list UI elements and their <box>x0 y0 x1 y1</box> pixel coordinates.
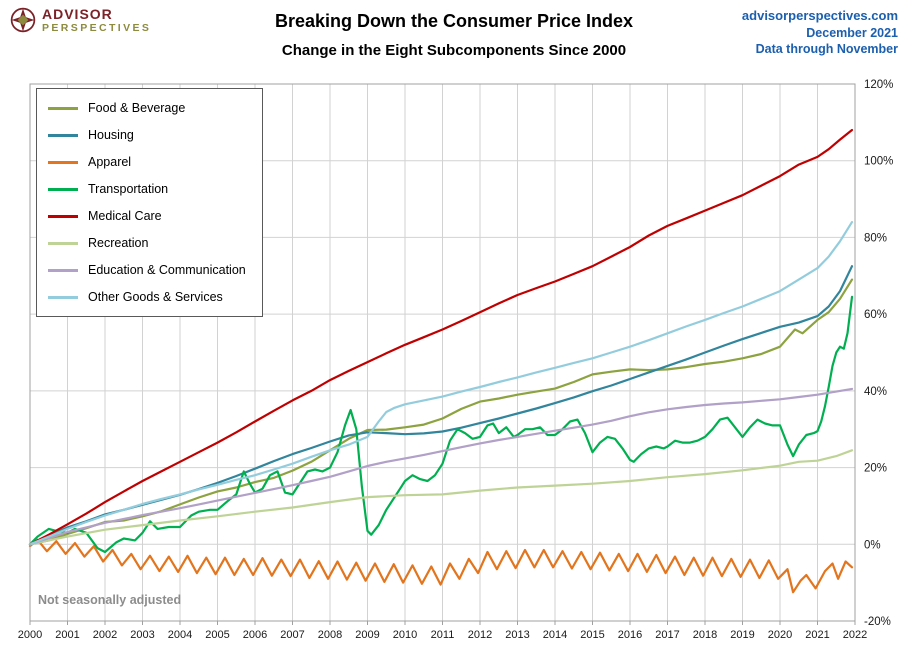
x-tick-label: 2014 <box>543 629 567 641</box>
y-axis-labels: 120% 100% 80% 60% 40% 20% 0% -20% <box>864 79 893 628</box>
y-tick-label: 0% <box>864 539 881 551</box>
brand-logo: ADVISOR PERSPECTIVES <box>10 6 210 35</box>
x-tick-label: 2008 <box>318 629 342 641</box>
legend-item-apparel: Apparel <box>48 153 246 171</box>
legend-item-education-communication: Education & Communication <box>48 261 246 279</box>
source-date: December 2021 <box>806 25 898 40</box>
brand-text: ADVISOR PERSPECTIVES <box>42 6 152 35</box>
x-tick-label: 2016 <box>618 629 642 641</box>
x-tick-label: 2003 <box>130 629 154 641</box>
legend-swatch <box>48 241 78 245</box>
x-tick-label: 2015 <box>580 629 604 641</box>
chart-subtitle: Change in the Eight Subcomponents Since … <box>281 42 627 59</box>
x-tick-label: 2001 <box>55 629 79 641</box>
series-line-food-beverage <box>28 278 854 546</box>
x-tick-label: 2018 <box>693 629 717 641</box>
y-tick-label: 120% <box>864 79 893 91</box>
legend-label: Food & Beverage <box>88 101 186 115</box>
annotation-not-seasonally-adjusted: Not seasonally adjusted <box>38 593 182 607</box>
series-line-other-goods-services <box>28 221 854 546</box>
source-block: advisorperspectives.com December 2021 Da… <box>698 7 898 58</box>
series-line-education-communication <box>28 387 854 546</box>
legend-label: Education & Communication <box>88 263 246 277</box>
series-line-transportation <box>28 295 854 554</box>
x-tick-label: 2006 <box>243 629 267 641</box>
x-tick-label: 2011 <box>431 629 455 641</box>
legend-label: Medical Care <box>88 209 162 223</box>
x-axis-labels: 2000 2001 2002 2003 2004 2005 2006 2007 2008 2009… <box>18 621 867 641</box>
y-tick-label: -20% <box>864 616 891 628</box>
header: ADVISOR PERSPECTIVES Breaking Down the C… <box>0 0 910 72</box>
title-block: Breaking Down the Consumer Price Index C… <box>210 7 698 59</box>
legend-label: Other Goods & Services <box>88 290 223 304</box>
chart-title: Breaking Down the Consumer Price Index <box>274 11 634 31</box>
chart-area: 2000 2001 2002 2003 2004 2005 2006 2007 2008 2009… <box>0 72 910 661</box>
legend-label: Housing <box>88 128 134 142</box>
x-tick-label: 2022 <box>843 629 867 641</box>
x-tick-label: 2004 <box>168 629 192 641</box>
legend-item-housing: Housing <box>48 126 246 144</box>
legend-item-medical-care: Medical Care <box>48 207 246 225</box>
x-tick-label: 2017 <box>655 629 679 641</box>
x-tick-label: 2002 <box>93 629 117 641</box>
x-tick-label: 2007 <box>280 629 304 641</box>
x-tick-label: 2012 <box>468 629 492 641</box>
x-tick-label: 2005 <box>205 629 229 641</box>
compass-icon <box>10 7 36 33</box>
legend-label: Recreation <box>88 236 149 250</box>
brand-name-perspectives: PERSPECTIVES <box>42 22 152 35</box>
legend: Food & Beverage Housing Apparel Transportat… <box>36 88 263 317</box>
y-tick-label: 60% <box>864 309 887 321</box>
legend-item-recreation: Recreation <box>48 234 246 252</box>
y-tick-label: 40% <box>864 386 887 398</box>
legend-label: Apparel <box>88 155 132 169</box>
legend-swatch <box>48 214 78 218</box>
y-tick-label: 80% <box>864 232 887 244</box>
series-lines <box>28 128 854 594</box>
x-tick-label: 2019 <box>730 629 754 641</box>
legend-swatch <box>48 295 78 299</box>
legend-item-food-beverage: Food & Beverage <box>48 99 246 117</box>
x-tick-label: 2021 <box>805 629 829 641</box>
x-tick-label: 2000 <box>18 629 42 641</box>
x-tick-label: 2009 <box>355 629 379 641</box>
legend-item-other-goods-services: Other Goods & Services <box>48 288 246 306</box>
legend-swatch <box>48 187 78 191</box>
legend-label: Transportation <box>88 182 169 196</box>
x-tick-label: 2010 <box>393 629 417 641</box>
series-line-medical-care <box>28 128 854 546</box>
x-tick-label: 2020 <box>768 629 792 641</box>
series-line-recreation <box>28 449 854 546</box>
legend-swatch <box>48 160 78 164</box>
cpi-line-chart: 2000 2001 2002 2003 2004 2005 2006 2007 2008 2009… <box>18 79 894 641</box>
series-line-apparel <box>28 538 854 594</box>
y-tick-label: 100% <box>864 156 893 168</box>
source-data-through: Data through November <box>755 42 898 57</box>
brand-name-advisor: ADVISOR <box>42 6 113 22</box>
y-tick-label: 20% <box>864 463 887 475</box>
legend-swatch <box>48 133 78 137</box>
legend-item-transportation: Transportation <box>48 180 246 198</box>
source-url: advisorperspectives.com <box>741 8 898 23</box>
legend-swatch <box>48 268 78 272</box>
x-tick-label: 2013 <box>505 629 529 641</box>
legend-swatch <box>48 106 78 110</box>
